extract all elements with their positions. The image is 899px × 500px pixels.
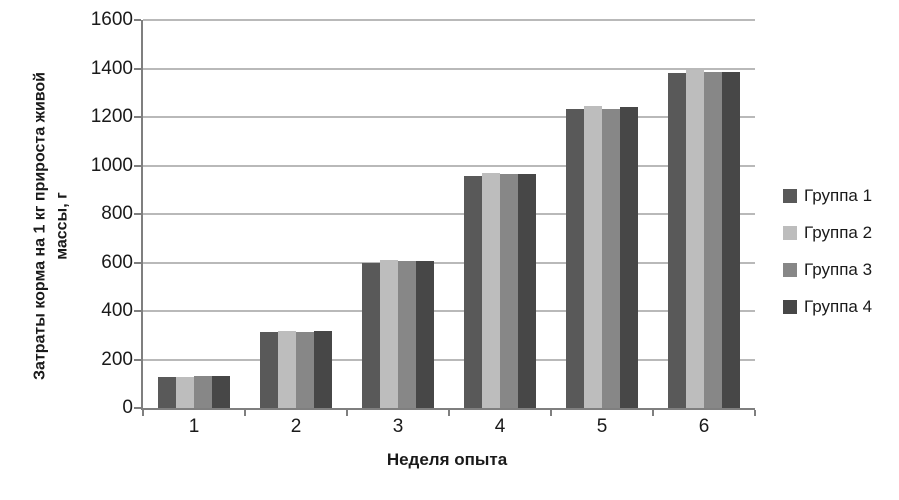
- bar-series-1-week-2: [260, 332, 278, 408]
- legend-swatch-icon: [783, 262, 797, 277]
- legend-entry-3: Группа 3: [783, 258, 872, 281]
- bar-series-1-week-1: [158, 376, 176, 408]
- y-tick-mark: [134, 116, 141, 118]
- bar-series-1-week-3: [362, 262, 380, 408]
- bar-series-2-week-6: [686, 70, 704, 408]
- y-tick-mark: [134, 67, 141, 70]
- bar-series-2-week-1: [176, 377, 194, 408]
- y-tick-mark: [134, 358, 141, 361]
- y-tick-label: 1600: [90, 9, 133, 30]
- y-tick-label: 400: [101, 300, 133, 321]
- legend-label: Группа 1: [804, 185, 873, 205]
- y-tick-label: 1400: [90, 57, 133, 79]
- legend-label: Группа 4: [804, 296, 873, 316]
- legend-swatch-icon: [783, 188, 797, 203]
- x-tick-mark: [142, 410, 144, 416]
- y-tick-label: 1000: [90, 154, 133, 176]
- bar-series-3-week-3: [398, 261, 416, 408]
- bar-series-4-week-2: [314, 331, 332, 408]
- gridline-y-600: [143, 261, 755, 264]
- gridline-y-1000: [143, 164, 755, 167]
- bar-series-3-week-2: [296, 331, 314, 408]
- bar-series-1-week-6: [668, 73, 686, 408]
- x-tick-mark: [244, 410, 246, 416]
- bar-series-4-week-1: [212, 375, 230, 408]
- bar-series-2-week-2: [278, 331, 296, 408]
- bar-series-2-week-3: [380, 260, 398, 408]
- gridline-y-1600: [143, 19, 755, 21]
- x-tick-label: 5: [596, 416, 608, 437]
- gridline-y-400: [143, 310, 755, 312]
- bar-series-4-week-6: [722, 71, 740, 408]
- y-axis-title-line-1: Затраты корма на 1 кг прироста живой: [31, 71, 49, 381]
- bar-series-3-week-5: [602, 108, 620, 408]
- legend-entry-2: Группа 2: [783, 221, 872, 244]
- legend-swatch-icon: [783, 299, 797, 314]
- y-axis-title: Затраты корма на 1 кг прироста живой мас…: [30, 26, 75, 426]
- x-tick-mark: [550, 410, 552, 416]
- gridline-y-800: [143, 213, 755, 215]
- bar-series-3-week-4: [500, 173, 518, 408]
- gridline-y-200: [143, 358, 755, 361]
- y-tick-mark: [134, 407, 141, 409]
- y-tick-mark: [134, 261, 141, 264]
- y-tick-label: 0: [122, 397, 133, 418]
- x-axis-title: Неделя опыта: [386, 450, 508, 469]
- gridline-y-1400: [143, 67, 755, 70]
- y-tick-mark: [134, 213, 141, 215]
- bar-series-3-week-1: [194, 376, 212, 408]
- y-axis-title-line-2: массы, г: [54, 192, 71, 260]
- bar-series-2-week-4: [482, 172, 500, 408]
- x-tick-mark: [754, 410, 756, 416]
- bar-series-4-week-3: [416, 261, 434, 408]
- x-tick-mark: [448, 410, 450, 416]
- y-tick-mark: [134, 310, 141, 312]
- bar-series-1-week-4: [464, 175, 482, 408]
- bar-series-2-week-5: [584, 105, 602, 408]
- legend-entry-4: Группа 4: [783, 295, 872, 318]
- x-tick-label: 6: [698, 416, 710, 437]
- y-tick-label: 800: [101, 203, 133, 224]
- legend-label: Группа 3: [804, 259, 873, 279]
- legend: Группа 1 Группа 2 Группа 3 Группа 4: [783, 184, 872, 332]
- x-tick-mark: [346, 410, 348, 416]
- y-tick-label: 600: [101, 251, 133, 273]
- x-tick-label: 1: [188, 416, 200, 437]
- bar-series-4-week-4: [518, 174, 536, 408]
- y-tick-mark: [134, 19, 141, 21]
- legend-entry-1: Группа 1: [783, 184, 872, 207]
- plot-area: 0 200 400 600 800 1000 1200 1400 1600 1 2 3 4 5 6: [91, 9, 756, 437]
- x-tick-label: 4: [494, 416, 506, 437]
- x-tick-mark: [652, 410, 654, 416]
- bar-series-1-week-5: [566, 109, 584, 408]
- legend-label: Группа 2: [804, 222, 873, 242]
- gridline-y-1200: [143, 116, 755, 118]
- y-tick-label: 1200: [90, 106, 133, 127]
- legend-swatch-icon: [783, 225, 797, 240]
- x-tick-label: 2: [290, 416, 302, 437]
- y-tick-mark: [134, 164, 141, 167]
- y-tick-label: 200: [101, 348, 133, 370]
- bar-series-4-week-5: [620, 107, 638, 408]
- bar-series-3-week-6: [704, 71, 722, 408]
- x-tick-label: 3: [392, 416, 404, 437]
